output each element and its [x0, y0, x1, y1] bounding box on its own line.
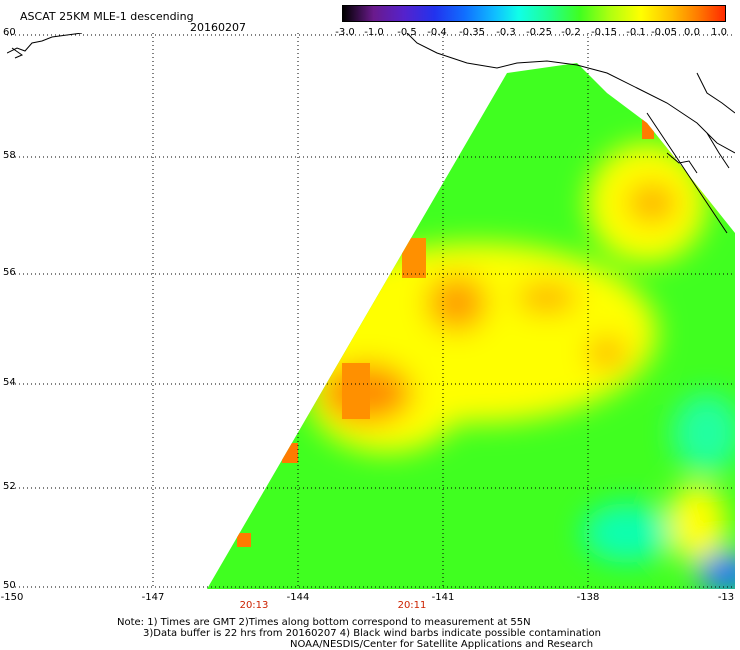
longitude-label: -141 — [431, 592, 455, 603]
longitude-label: -138 — [576, 592, 600, 603]
colorbar-tick: -0.3 — [496, 27, 516, 38]
coastline-segment — [11, 47, 24, 59]
coastline-segment — [406, 33, 735, 154]
orange-region — [627, 183, 677, 223]
cyan-region — [582, 503, 672, 563]
map-title: ASCAT 25KM MLE-1 descending — [20, 10, 194, 23]
orange-region — [517, 283, 577, 313]
map-svg — [7, 33, 735, 589]
longitude-label: -144 — [286, 592, 310, 603]
longitude-label: -13 — [717, 592, 735, 603]
colorbar-tick: -0.35 — [459, 27, 485, 38]
latitude-label: 56 — [3, 267, 16, 278]
orange-edge-pixels — [642, 113, 654, 139]
latitude-label: 52 — [3, 481, 16, 492]
orange-edge-pixels — [237, 533, 251, 547]
latitude-label: 60 — [3, 27, 16, 38]
colorbar-tick: -0.25 — [526, 27, 552, 38]
footnote-line-2: 3)Data buffer is 22 hrs from 20160207 4)… — [143, 628, 601, 639]
colorbar-tick: -0.15 — [591, 27, 617, 38]
pass-time-label: 20:11 — [397, 600, 427, 611]
orange-region — [587, 338, 627, 368]
wind-data-swath — [207, 63, 735, 589]
pass-time-label: 20:13 — [239, 600, 269, 611]
map-plot-area — [7, 33, 735, 589]
blue-region — [697, 553, 735, 589]
orange-edge-pixels — [342, 363, 370, 419]
map-date: 20160207 — [190, 21, 246, 34]
coastline-segment — [646, 112, 728, 234]
colorbar-tick: -1.0 — [364, 27, 384, 38]
graticule — [7, 33, 735, 589]
longitude-label: -147 — [141, 592, 165, 603]
color-scale-bar — [342, 5, 726, 22]
latitude-label: 50 — [3, 580, 16, 591]
colorbar-tick: -3.0 — [335, 27, 355, 38]
yellow-region — [667, 483, 727, 563]
orange-region — [427, 275, 487, 331]
footnote-credit: NOAA/NESDIS/Center for Satellite Applica… — [290, 639, 594, 650]
coastline-segment — [666, 152, 698, 174]
orange-edge-pixels — [282, 443, 298, 463]
latitude-label: 54 — [3, 377, 16, 388]
coastline-segment — [706, 132, 730, 169]
footnote-line-1: Note: 1) Times are GMT 2)Times along bot… — [117, 617, 531, 628]
colorbar-tick: -0.2 — [561, 27, 581, 38]
latitude-label: 58 — [3, 150, 16, 161]
colorbar-tick: 0.0 — [684, 27, 700, 38]
colorbar-tick: -0.1 — [626, 27, 646, 38]
coastline — [7, 33, 735, 234]
colorbar-tick: -0.5 — [397, 27, 417, 38]
coastline-segment — [696, 72, 735, 114]
colorbar-tick: -0.4 — [427, 27, 447, 38]
cyan-region — [672, 393, 735, 473]
orange-edge-pixels — [402, 238, 426, 278]
colorbar-tick: -0.05 — [651, 27, 677, 38]
colorbar-tick: 1.0 — [711, 27, 727, 38]
coastline-segment — [7, 33, 83, 54]
longitude-label: -150 — [0, 592, 24, 603]
